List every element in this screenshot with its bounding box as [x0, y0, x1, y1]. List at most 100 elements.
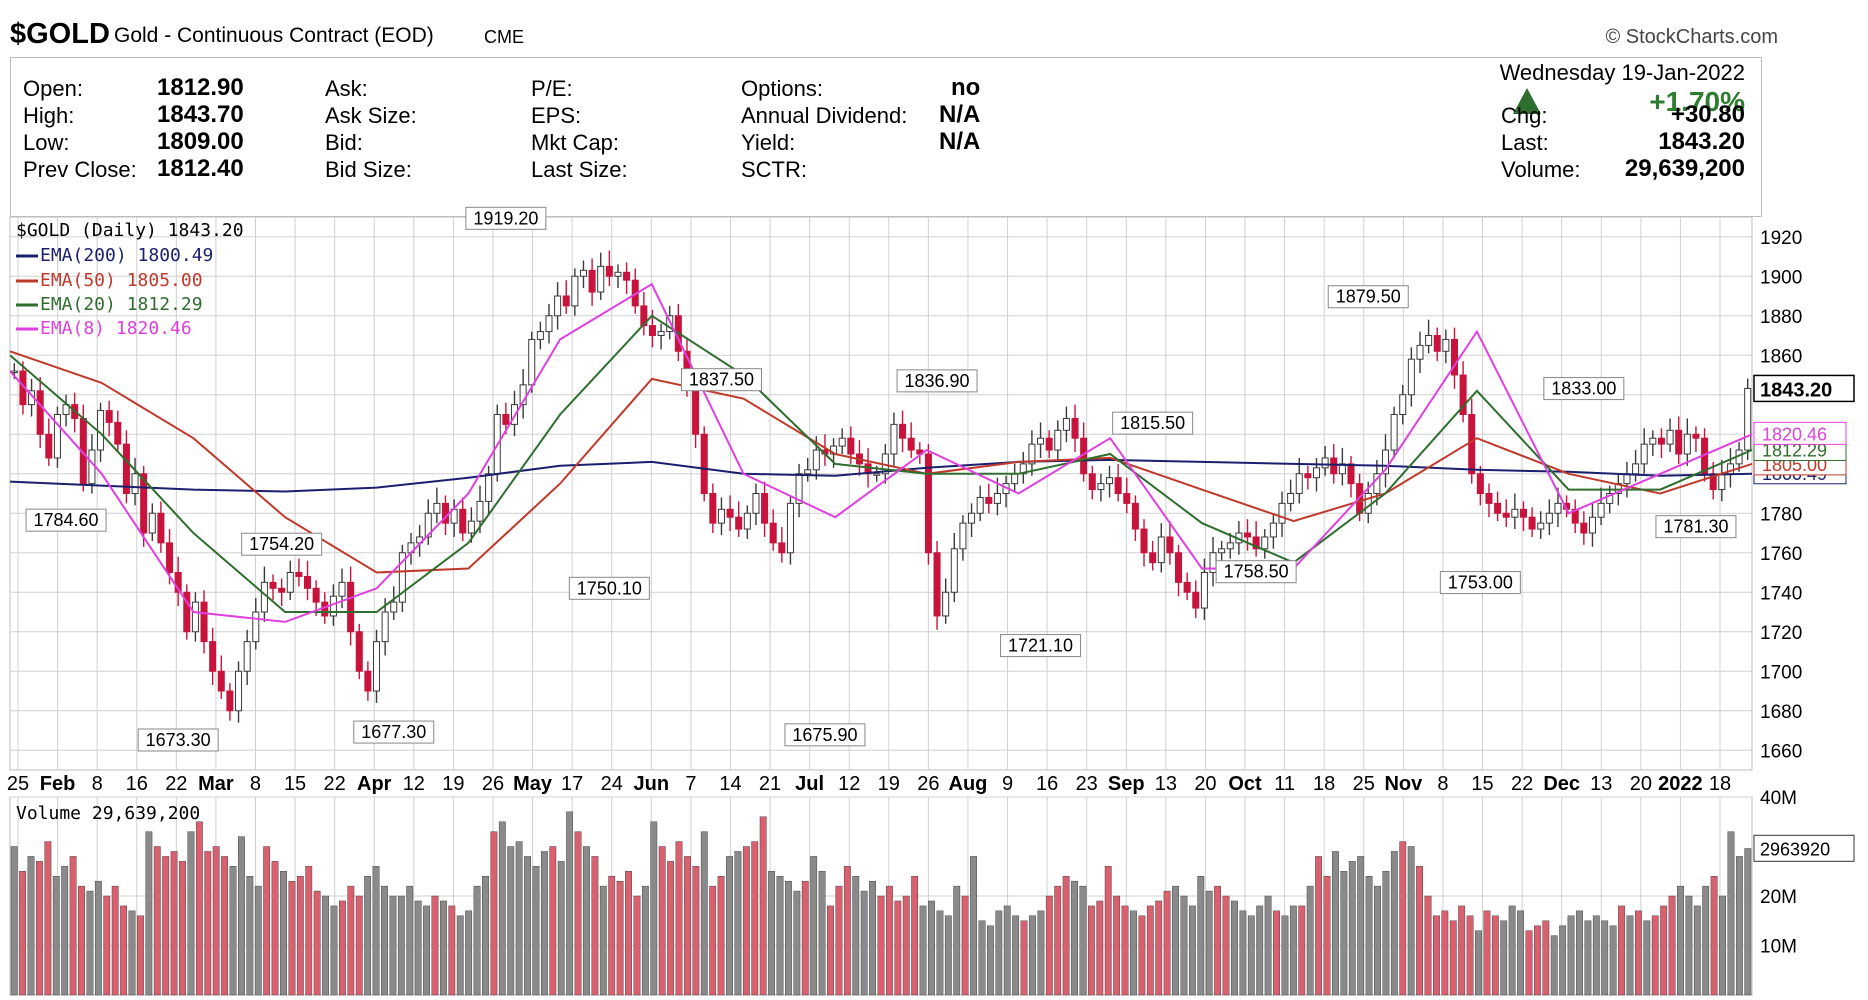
x-tick-label: Jul: [795, 773, 824, 795]
ask-size-label: Ask Size:: [325, 103, 417, 128]
candle-body: [131, 473, 139, 494]
volume-bar: [860, 890, 868, 996]
candle-body: [1502, 512, 1510, 518]
volume-bar: [490, 831, 498, 996]
volume-bar: [212, 846, 220, 996]
annotation-label: 1675.90: [792, 725, 857, 745]
volume-bar: [684, 856, 691, 996]
open-label: Open:: [23, 76, 83, 101]
annotation-box: [1439, 571, 1521, 595]
legend-ema200: EMA(200) 1800.49: [40, 245, 213, 266]
x-tick-label: 22: [324, 773, 346, 795]
candle-body: [1157, 536, 1165, 564]
candle-body: [907, 437, 915, 451]
volume-bar: [1685, 895, 1693, 996]
candle-body: [1381, 449, 1390, 475]
candle-body: [1588, 516, 1596, 534]
volume-bar: [616, 880, 624, 996]
volume-bar: [1660, 905, 1668, 996]
ask-label: Ask:: [325, 76, 368, 101]
volume-bar: [978, 920, 986, 996]
volume-bar: [650, 821, 658, 996]
volume-bar: [734, 851, 742, 996]
volume-bar: [633, 895, 641, 996]
y-tick-label: 1780: [1760, 504, 1802, 525]
candle-body: [1045, 437, 1053, 451]
candle-body: [1718, 473, 1726, 491]
ema50-line: [9, 350, 1753, 574]
candle-body: [1071, 417, 1079, 439]
candle-body: [562, 295, 570, 307]
candle-body: [1243, 532, 1252, 538]
last-price-value: 1843.20: [1760, 379, 1832, 401]
bid-label: Bid:: [325, 130, 363, 155]
candle-body: [1597, 502, 1605, 518]
volume-bar: [566, 811, 574, 996]
candle-body: [476, 500, 484, 522]
volume-bar: [414, 900, 422, 996]
candle-body: [36, 390, 44, 435]
volume-bar: [1096, 900, 1104, 996]
volume-bar: [675, 841, 683, 996]
volume-bar: [717, 876, 725, 996]
low-label: Low:: [23, 130, 70, 155]
x-tick-label: 18: [1709, 773, 1731, 795]
annotation-box: [784, 723, 866, 747]
candle-body: [623, 271, 631, 281]
x-tick-label: 26: [482, 773, 504, 795]
candle-body: [1114, 477, 1122, 495]
mkt-cap-label: Mkt Cap:: [531, 130, 620, 155]
volume-bar: [1273, 910, 1280, 996]
annotation-box: [1000, 634, 1082, 658]
annotation-box: [1543, 377, 1625, 401]
y-tick-label: 1680: [1760, 702, 1802, 723]
y-tick-label: 1860: [1760, 346, 1802, 367]
volume-last-value: 2963920: [1760, 839, 1830, 859]
volume-bar: [498, 821, 506, 996]
candle-body: [976, 496, 984, 514]
candle-body: [1062, 417, 1070, 431]
quote-panel: Open: 1812.90 High: 1843.70 Low: 1809.00…: [10, 57, 1762, 217]
volume-bar: [10, 846, 18, 996]
candle-body: [269, 581, 277, 589]
candle-body: [1028, 443, 1036, 465]
volume-bar: [835, 885, 843, 996]
volume-bar: [886, 885, 893, 996]
volume-bar: [1618, 905, 1625, 996]
annotation-label: 1837.50: [689, 370, 754, 390]
brand-link[interactable]: © StockCharts.com: [1605, 26, 1778, 48]
yield-label: Yield:: [741, 130, 796, 155]
candle-body: [924, 453, 932, 554]
volume-tick-label: 10M: [1760, 937, 1797, 958]
candle-body: [950, 548, 958, 593]
prev-close-label: Prev Close:: [23, 157, 137, 182]
candle-body: [1485, 493, 1493, 504]
x-tick-label: 19: [442, 773, 464, 795]
volume-bar: [229, 866, 237, 996]
volume-bar: [1592, 915, 1600, 996]
high-label: High:: [23, 103, 75, 128]
candle-body: [114, 421, 122, 445]
candle-body: [709, 493, 717, 524]
volume-bar: [448, 905, 456, 996]
candle-body: [1295, 473, 1303, 494]
x-tick-label: Dec: [1543, 773, 1580, 795]
date-x-axis: 25 Feb 8 16 22 Mar 8 15 22 Apr 12 19 26 May 17 24 Jun 7 14…: [7, 773, 1731, 795]
volume-bar: [1668, 895, 1676, 996]
volume-bar: [1651, 915, 1659, 996]
volume-bar: [827, 905, 834, 996]
volume-bar: [456, 915, 464, 996]
candle-body: [1097, 483, 1105, 491]
volume-value: 29,639,200: [1624, 155, 1745, 182]
candle-body: [304, 575, 312, 589]
candle-body: [1433, 335, 1441, 352]
open-value: 1812.90: [157, 74, 244, 101]
volume-bar: [1609, 925, 1617, 996]
volume-bar: [1281, 915, 1289, 996]
candle-body: [381, 611, 389, 643]
eps-label: EPS:: [531, 103, 582, 128]
options-label: Options:: [741, 76, 823, 101]
y-tick-label: 1880: [1760, 307, 1802, 328]
candle-body: [890, 423, 898, 455]
dividend-value: N/A: [939, 101, 981, 128]
